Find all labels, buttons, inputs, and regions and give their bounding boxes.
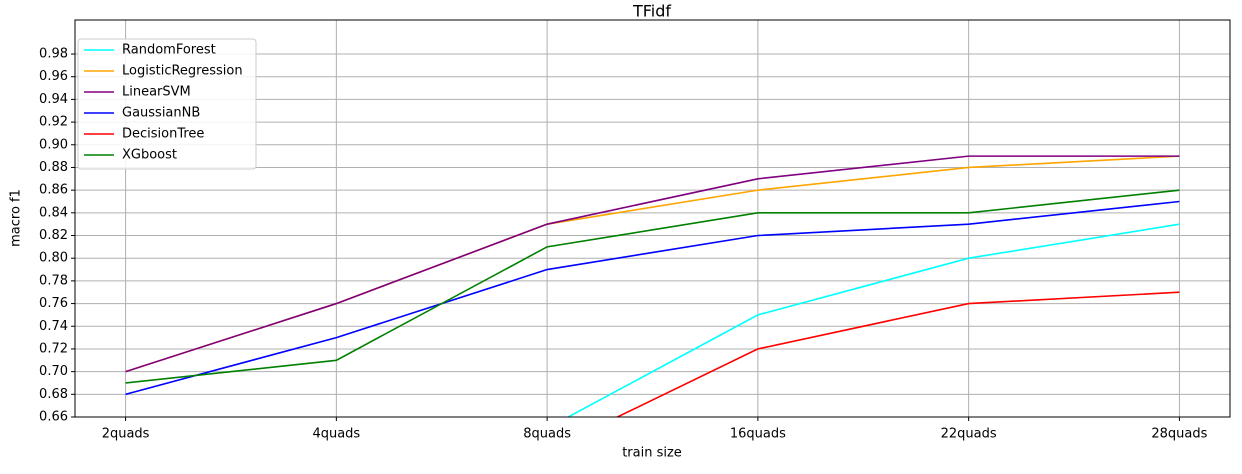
legend-label: RandomForest — [122, 43, 216, 58]
series-line — [566, 223, 1180, 417]
series-line — [125, 189, 1180, 384]
y-tick-label: 0.66 — [39, 410, 68, 425]
x-axis-label: train size — [622, 446, 682, 461]
legend-label: DecisionTree — [122, 127, 204, 142]
legend-label: XGboost — [122, 148, 177, 163]
x-tick-label: 8quads — [523, 427, 571, 442]
legend: RandomForest LogisticRegression LinearSVM G… — [77, 38, 257, 170]
x-tick-label: 28quads — [1151, 427, 1207, 442]
y-tick-label: 0.74 — [39, 319, 68, 334]
series-line — [125, 155, 1180, 373]
y-tick-label: 0.88 — [39, 160, 68, 175]
y-tick-label: 0.82 — [39, 228, 68, 243]
y-tick-label: 0.86 — [39, 183, 68, 198]
legend-label: LogisticRegression — [122, 64, 243, 79]
y-tick-label: 0.72 — [39, 341, 68, 356]
y-tick-label: 0.78 — [39, 273, 68, 288]
series-line — [615, 291, 1180, 417]
y-tick-label: 0.90 — [39, 137, 68, 152]
legend-label: LinearSVM — [122, 85, 191, 100]
plot-area — [125, 155, 1180, 417]
grid — [75, 20, 1230, 418]
y-tick-label: 0.80 — [39, 251, 68, 266]
x-tick-label: 22quads — [941, 427, 997, 442]
x-tick-label: 16quads — [730, 427, 786, 442]
x-tick-label: 2quads — [102, 427, 150, 442]
x-tick-label: 4quads — [312, 427, 360, 442]
y-tick-label: 0.84 — [39, 205, 68, 220]
legend-label: GaussianNB — [122, 106, 200, 121]
chart-title: TFidf — [632, 2, 671, 21]
y-tick-label: 0.96 — [39, 69, 68, 84]
y-axis-label: macro f1 — [9, 189, 24, 247]
y-tick-label: 0.76 — [39, 296, 68, 311]
plot-frame — [74, 19, 1231, 418]
y-tick-label: 0.94 — [39, 92, 68, 107]
series-line — [125, 200, 1180, 396]
y-tick-label: 0.98 — [39, 47, 68, 62]
y-tick-label: 0.70 — [39, 364, 68, 379]
y-tick-label: 0.92 — [39, 115, 68, 130]
y-tick-label: 0.68 — [39, 387, 68, 402]
legend-box — [77, 38, 257, 170]
